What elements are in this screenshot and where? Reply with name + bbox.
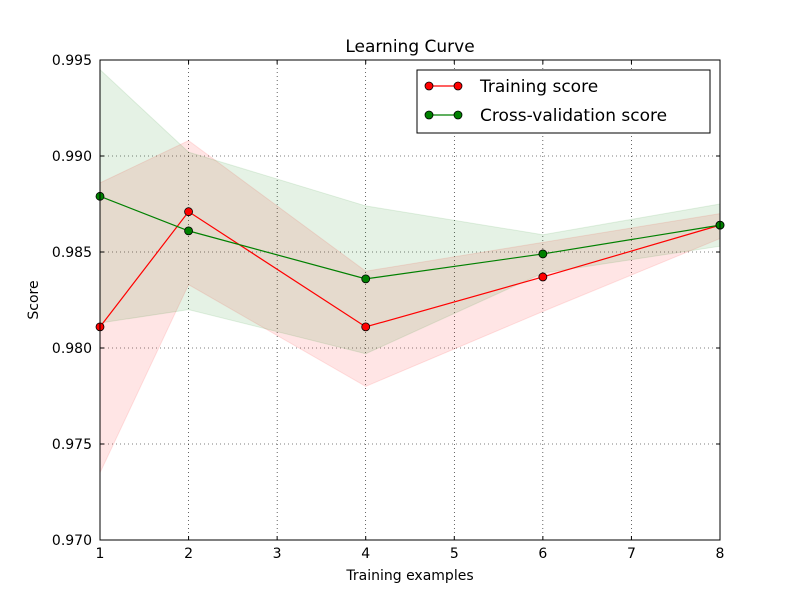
legend-marker xyxy=(424,81,434,91)
point-series-1 xyxy=(184,207,193,217)
legend-frame xyxy=(416,69,711,134)
y-axis-label: Score xyxy=(26,280,42,319)
chart-title: Learning Curve xyxy=(345,37,474,57)
legend-label: Training score xyxy=(479,77,598,97)
x-tick-label: 7 xyxy=(627,546,636,562)
y-tick-label: 0.970 xyxy=(52,533,92,549)
point-series-2 xyxy=(538,249,548,259)
x-tick-label: 5 xyxy=(450,546,459,562)
y-tick-label: 0.990 xyxy=(52,149,92,165)
axis-ticks xyxy=(99,59,721,541)
x-tick-label: 8 xyxy=(716,546,725,562)
plot-frame xyxy=(99,59,721,541)
x-tick-label: 1 xyxy=(96,546,105,562)
legend-marker xyxy=(453,81,463,91)
legend-entry-1: Training score xyxy=(424,77,598,97)
x-tick-label: 4 xyxy=(361,546,370,562)
y-tick-labels: 0.970 0.975 0.980 0.985 0.990 0.995 xyxy=(52,53,92,549)
x-tick-label: 3 xyxy=(273,546,282,562)
y-tick-label: 0.980 xyxy=(52,341,92,357)
x-tick-label: 6 xyxy=(538,546,547,562)
point-series-2 xyxy=(361,274,371,284)
legend-marker xyxy=(424,110,434,120)
legend-label: Cross-validation score xyxy=(480,106,667,126)
y-tick-label: 0.975 xyxy=(52,437,92,453)
y-tick-label: 0.995 xyxy=(52,53,92,69)
grid xyxy=(100,60,720,540)
legend: Training score Cross-validation score xyxy=(416,69,711,134)
y-tick-label: 0.985 xyxy=(52,245,92,261)
point-series-2 xyxy=(184,226,193,236)
legend-marker xyxy=(453,110,463,120)
x-axis-label: Training examples xyxy=(345,568,473,584)
legend-entry-2: Cross-validation score xyxy=(424,106,667,126)
x-tick-labels: 1 2 3 4 5 6 7 8 xyxy=(96,546,725,562)
point-series-1 xyxy=(361,322,371,332)
point-series-1 xyxy=(538,272,548,282)
x-tick-label: 2 xyxy=(184,546,193,562)
